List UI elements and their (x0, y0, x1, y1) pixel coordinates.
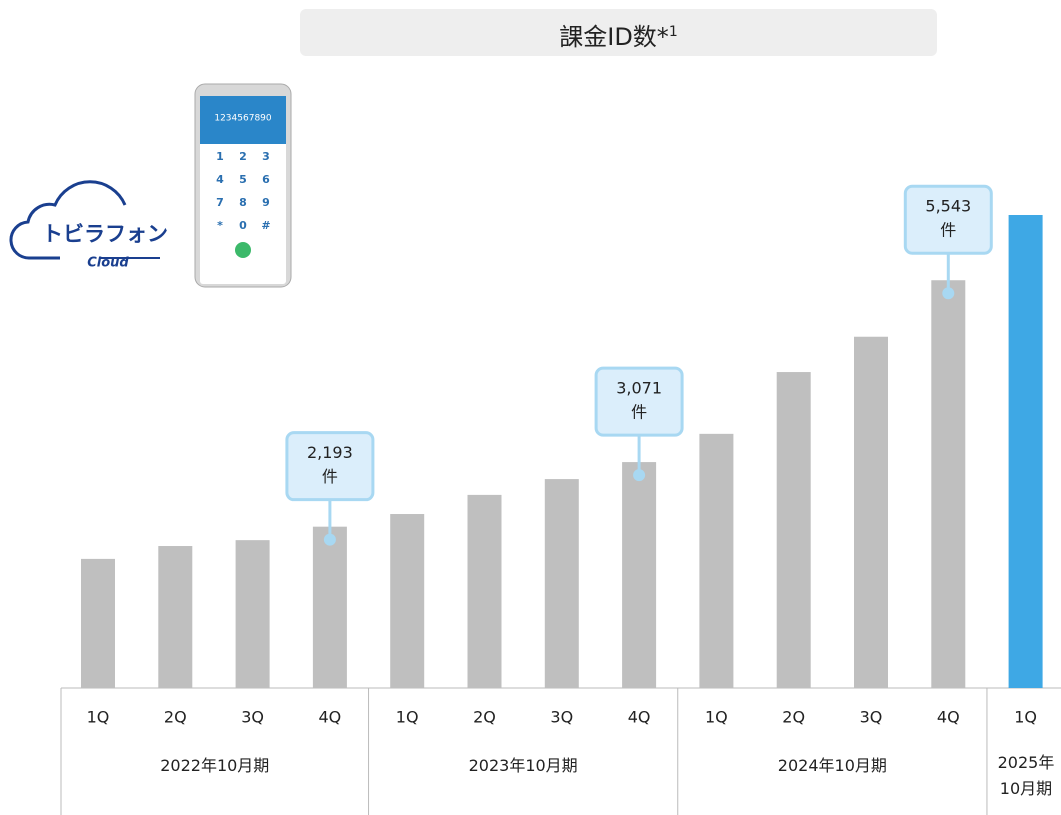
period-label: 2025年10月期 (996, 750, 1056, 802)
logo-name: トビラフォン (42, 222, 168, 246)
page: 課金ID数*1 トビラフォン Cloud 1234567890 12345678… (0, 0, 1061, 815)
phone-key: 8 (239, 196, 247, 209)
x-tick-label: 1Q (705, 708, 728, 727)
value-label-unit: 件 (322, 467, 338, 486)
bar (931, 280, 965, 688)
x-tick-label: 3Q (550, 708, 573, 727)
x-tick-label: 2Q (782, 708, 805, 727)
phone-key: 9 (262, 196, 270, 209)
x-tick-label: 1Q (1014, 708, 1037, 727)
value-label-unit: 件 (631, 403, 647, 422)
phone-key: 7 (216, 196, 224, 209)
phone-call (235, 242, 251, 258)
period-label: 2022年10月期 (61, 753, 369, 779)
bar (81, 559, 115, 688)
bar (313, 527, 347, 688)
callout-dot (633, 469, 645, 481)
phone-key: 5 (239, 173, 247, 186)
x-tick-label: 1Q (87, 708, 110, 727)
phone-key: * (217, 219, 223, 232)
value-label: 2,193 (307, 443, 353, 462)
x-tick-label: 1Q (396, 708, 419, 727)
x-tick-label: 3Q (860, 708, 883, 727)
x-tick-label: 4Q (937, 708, 960, 727)
value-label: 5,543 (925, 197, 971, 216)
x-tick-label: 2Q (164, 708, 187, 727)
x-tick-label: 3Q (241, 708, 264, 727)
phone-key: 1 (216, 150, 224, 163)
value-label: 3,071 (616, 379, 662, 398)
bar (158, 546, 192, 688)
logo-cloud (11, 182, 125, 258)
x-tick-label: 2Q (473, 708, 496, 727)
phone-key: 4 (216, 173, 224, 186)
phone-key: 0 (239, 219, 247, 232)
bar (468, 495, 502, 688)
period-label: 2024年10月期 (678, 753, 987, 779)
x-tick-label: 4Q (319, 708, 342, 727)
phone-key: 2 (239, 150, 247, 163)
bar (390, 514, 424, 688)
bar (699, 434, 733, 688)
bar (236, 540, 270, 688)
bar (777, 372, 811, 688)
phone-key: 6 (262, 173, 270, 186)
callout-dot (942, 287, 954, 299)
bar (1009, 215, 1043, 688)
phone-key: 3 (262, 150, 270, 163)
phone-number: 1234567890 (214, 114, 272, 124)
chart: トビラフォン Cloud 1234567890 1 2 3 4 5 6 7 8 9 * 0 # 1Q 2… (0, 0, 1061, 815)
period-label: 2023年10月期 (369, 753, 678, 779)
phone: 1234567890 1 2 3 4 5 6 7 8 9 * 0 # (195, 84, 291, 287)
callout-dot (324, 534, 336, 546)
bar (854, 337, 888, 688)
logo: トビラフォン Cloud (11, 182, 168, 271)
phone-key: # (261, 219, 270, 232)
bar (622, 462, 656, 688)
bar (545, 479, 579, 688)
x-tick-label: 4Q (628, 708, 651, 727)
logo-sub: Cloud (87, 256, 129, 271)
value-label-unit: 件 (940, 221, 956, 240)
